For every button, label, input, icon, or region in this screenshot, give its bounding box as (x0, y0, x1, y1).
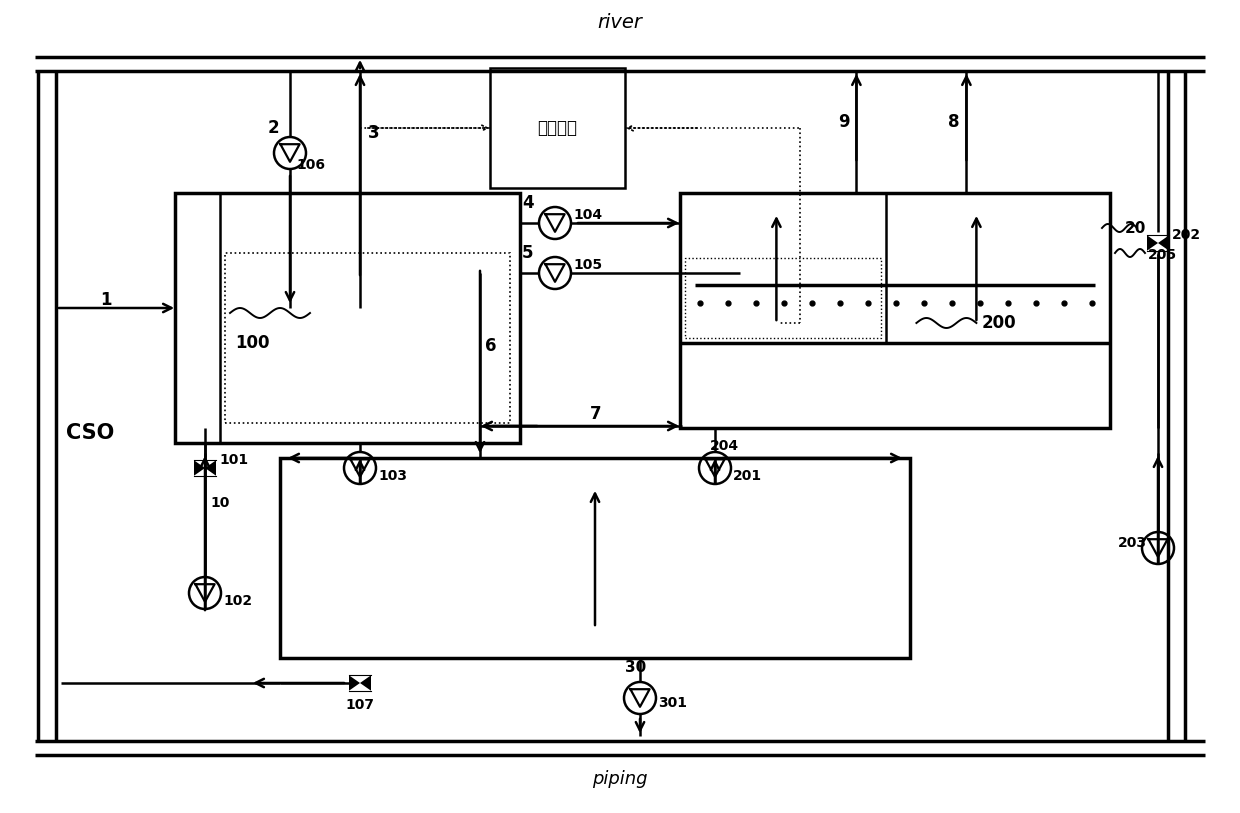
Text: 101: 101 (219, 453, 248, 467)
Text: 2: 2 (268, 119, 280, 137)
Text: 控制单元: 控制单元 (537, 119, 578, 137)
Text: piping: piping (593, 770, 647, 788)
Text: 3: 3 (368, 124, 379, 142)
Text: 201: 201 (733, 469, 763, 483)
Text: 203: 203 (1118, 536, 1147, 550)
Text: 6: 6 (485, 337, 496, 355)
Text: 9: 9 (838, 113, 851, 131)
Polygon shape (360, 676, 371, 691)
Text: 205: 205 (1148, 248, 1177, 262)
Polygon shape (1147, 235, 1158, 250)
Text: 105: 105 (573, 258, 603, 272)
Text: 102: 102 (223, 594, 252, 608)
Text: 301: 301 (658, 696, 687, 710)
Text: 204: 204 (711, 439, 739, 453)
Bar (684, 258, 882, 338)
Text: 4: 4 (522, 194, 533, 212)
Bar (224, 253, 510, 423)
Bar (175, 193, 520, 443)
Text: 202: 202 (1172, 228, 1202, 242)
Polygon shape (1158, 235, 1169, 250)
Text: 7: 7 (590, 405, 601, 423)
Text: 10: 10 (210, 496, 229, 510)
Text: 103: 103 (378, 469, 407, 483)
Polygon shape (205, 460, 216, 476)
Text: 100: 100 (236, 334, 269, 352)
Text: 106: 106 (296, 158, 325, 172)
Polygon shape (193, 460, 205, 476)
Bar (280, 458, 910, 658)
Text: river: river (598, 13, 642, 32)
Bar (680, 193, 1110, 428)
Bar (490, 68, 625, 188)
Text: 8: 8 (949, 113, 960, 131)
Text: 104: 104 (573, 208, 603, 222)
Text: CSO: CSO (66, 423, 114, 443)
Text: 20: 20 (1125, 220, 1146, 236)
Text: 30: 30 (625, 660, 646, 676)
Text: 107: 107 (345, 698, 374, 712)
Text: 1: 1 (100, 291, 112, 309)
Text: 5: 5 (522, 244, 533, 262)
Polygon shape (348, 676, 360, 691)
Text: 200: 200 (981, 314, 1016, 332)
